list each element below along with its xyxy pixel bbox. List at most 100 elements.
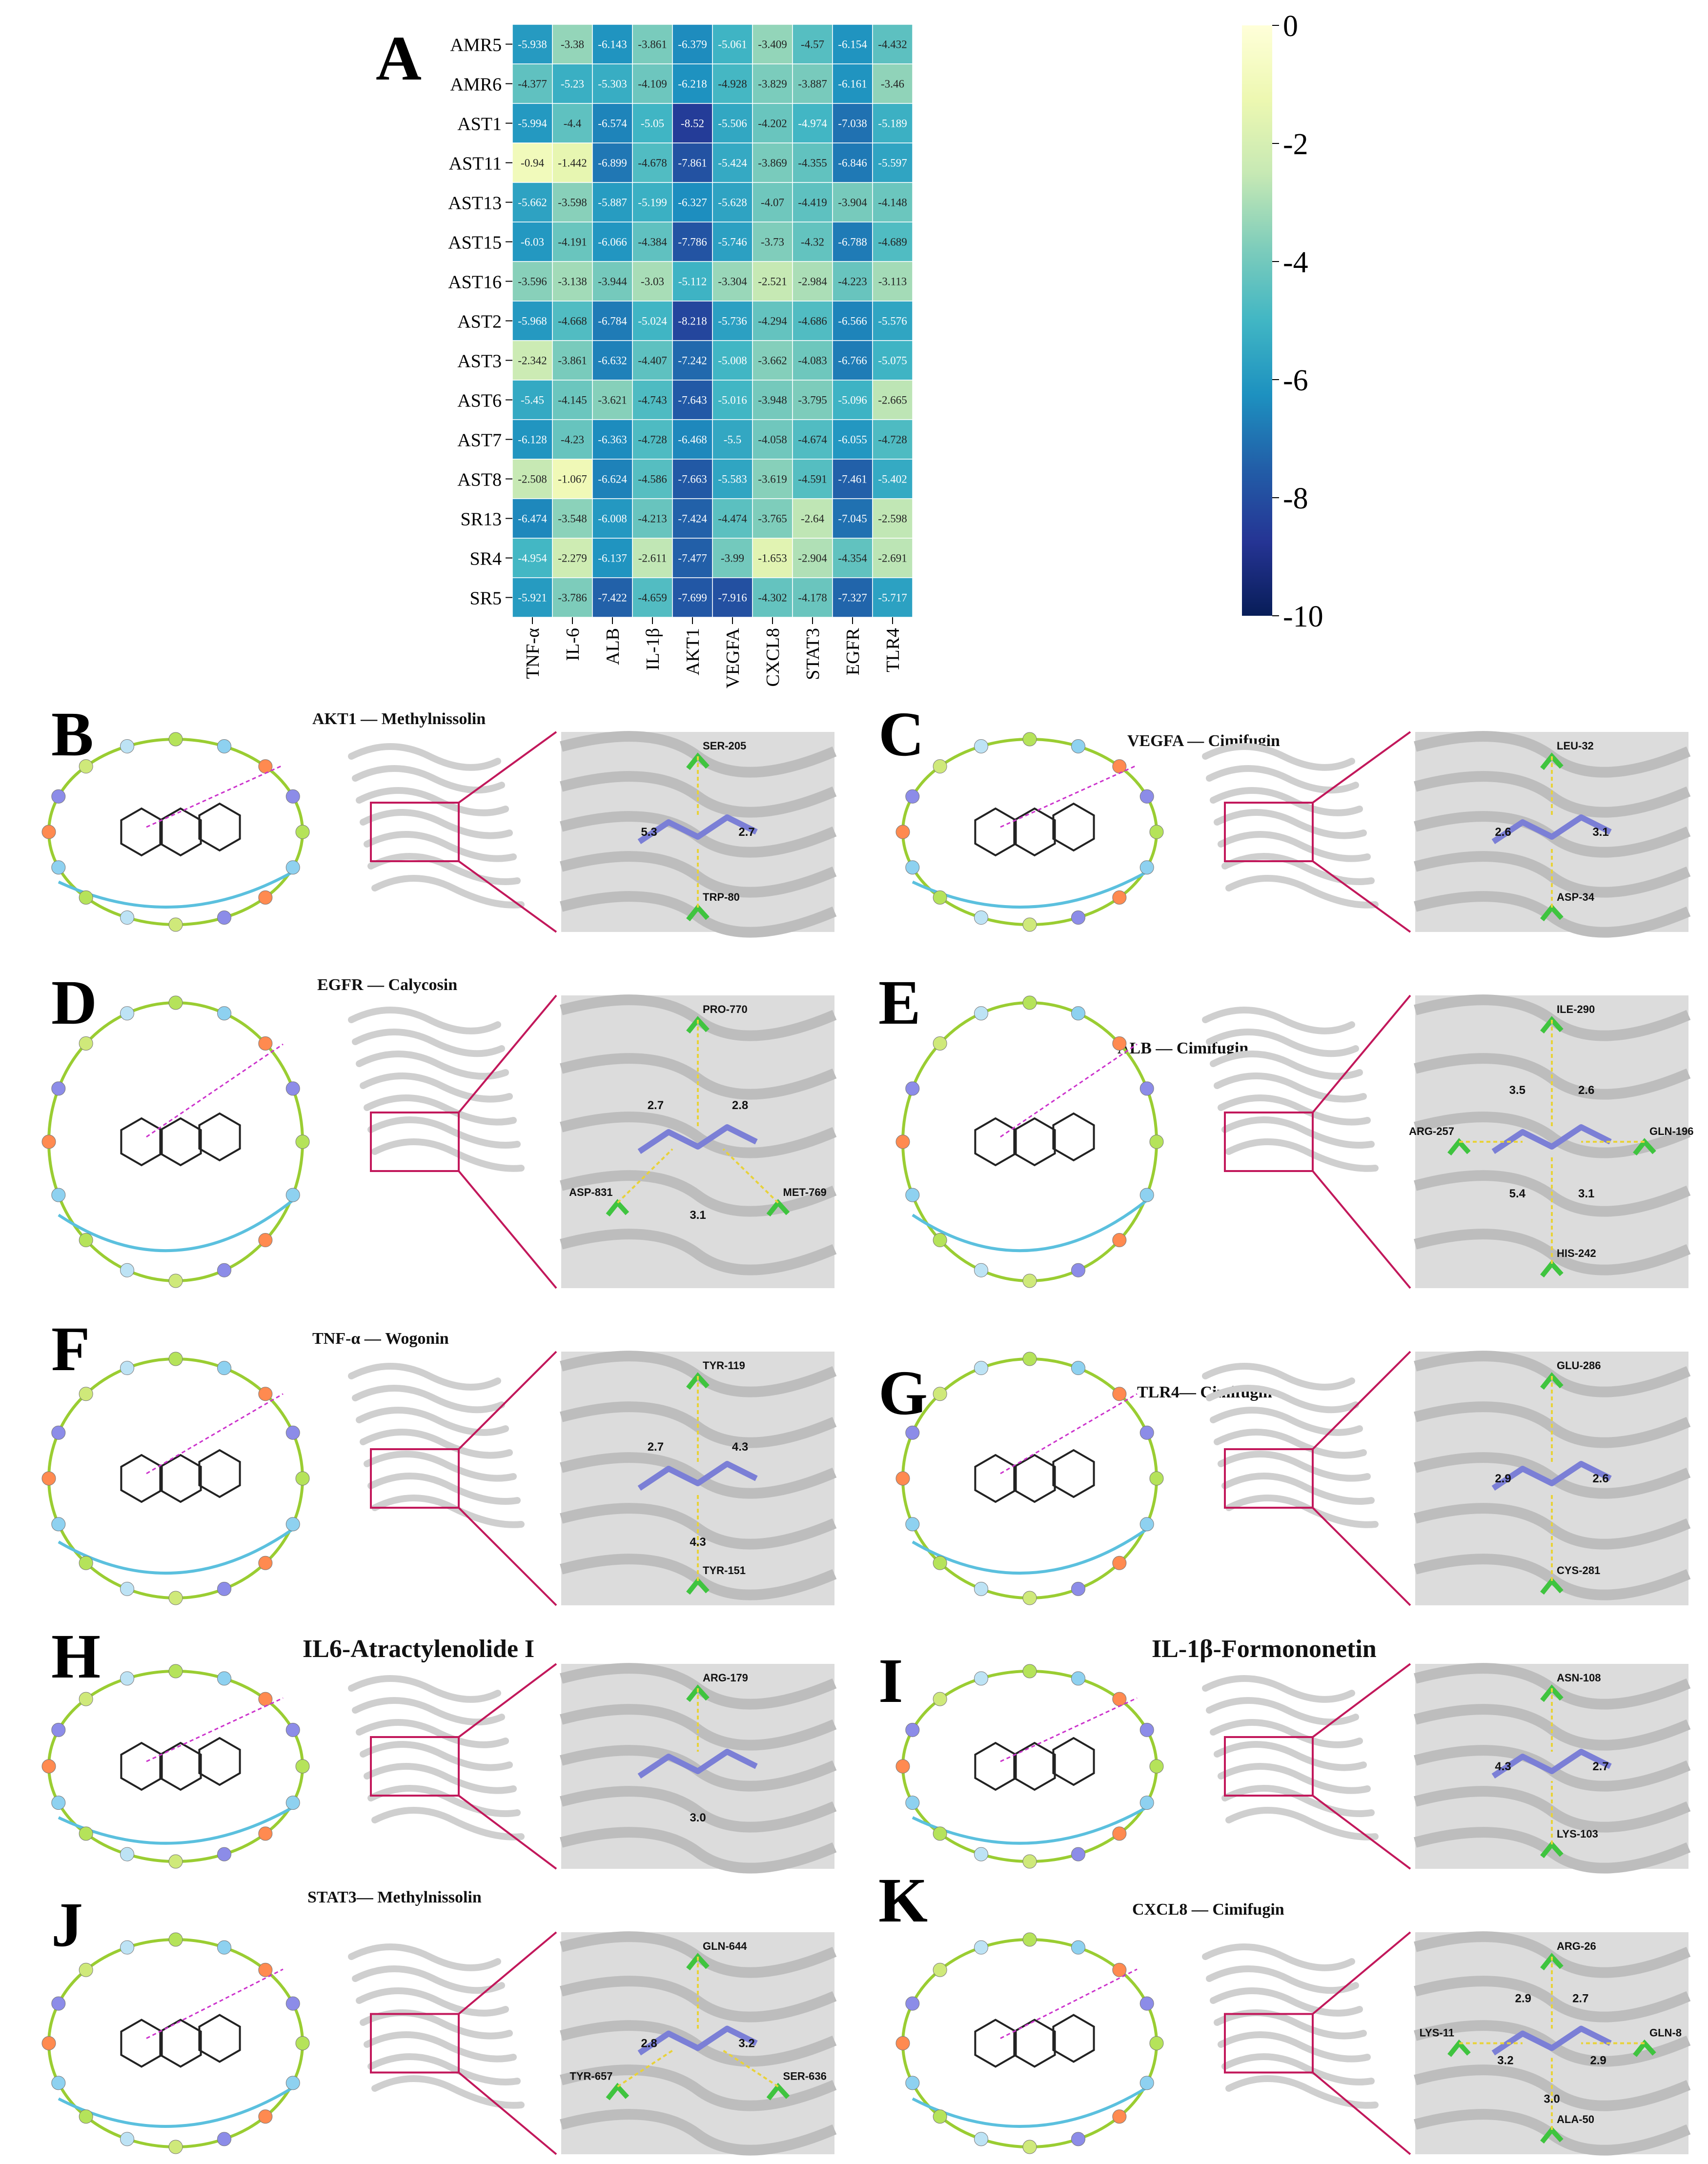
residue-bubble [1112,759,1127,774]
cell-value-label: -6.128 [518,434,547,446]
ligand-ring [1052,802,1095,852]
residue-bubble [1112,1556,1127,1570]
residue-bubble [1149,825,1164,839]
heatmap-cell [832,301,873,341]
heatmap-cell [752,419,793,460]
residue-bubble [51,789,66,804]
ligand-ring [120,1117,163,1167]
heatmap-cell [792,142,833,183]
residue-bubble [285,1081,300,1096]
ligand-sticks [1491,1461,1612,1491]
residue-bubble [79,1387,93,1401]
cell-value-label: -6.899 [598,157,627,169]
zoom-line [458,1507,557,1606]
ligand-ring [974,1741,1017,1791]
cell-value-label: -7.916 [718,592,747,604]
cell-value-label: -5.921 [518,592,547,604]
detail-ribbon [560,1827,837,1874]
cell-value-label: -5.303 [598,78,627,90]
heatmap-cell [792,261,833,302]
protein-ribbon [1210,1987,1363,2017]
residue-bubble [120,739,135,753]
cell-value-label: -7.477 [678,552,707,565]
residue-label: TRP-80 [703,891,740,903]
cell-value-label: -3.765 [758,513,787,525]
cell-value-label: -6.008 [598,513,627,525]
residue-bubble [895,1134,910,1149]
cell-value-label: -4.586 [638,473,667,485]
row-label: AMR6 [450,75,502,95]
row-label: AST3 [457,351,502,372]
hbond-line [146,1393,284,1475]
cell-value-label: -2.598 [878,513,907,525]
residue-bubble [974,1847,989,1861]
residue-bubble [168,732,183,747]
panel-title-i: IL-1β-Formononetin [1152,1635,1377,1663]
solvent-exposure-line [58,1199,294,1253]
heatmap-cell [712,340,753,381]
cell-value-label: -5.05 [641,118,664,130]
ligand-ring [974,1454,1017,1503]
detail-ribbon [1414,1452,1691,1499]
cell-value-label: -5.576 [878,315,907,327]
residue-bubble [974,739,989,753]
distance-label: 3.1 [690,1209,706,1222]
cell-value-label: -4.145 [558,394,587,406]
residue-bubble [1149,2036,1164,2050]
panel-letter-h: H [51,1621,101,1692]
cell-value-label: -3.113 [878,276,907,288]
residue-bubble [905,1517,920,1532]
protein-ribbon [348,1675,501,1703]
residue-bubble [905,1722,920,1737]
residue-bubble [974,1940,989,1955]
cell-value-label: -7.038 [838,118,867,130]
residue-bubble [1071,1671,1085,1686]
heatmap-cell [592,103,633,143]
cell-value-label: -6.161 [838,78,867,90]
protein-ribbon [356,1051,509,1080]
panel-graphic-g: GLU-286 CYS-281 2.6 2.9 [895,1351,1691,1606]
column-label: AKT1 [683,628,703,675]
cell-value-label: -4.354 [838,552,867,565]
residue-bubble [51,1425,66,1440]
residue-bubble [933,1962,947,1977]
heatmap-cell [592,182,633,222]
cell-value-label: -5.008 [718,355,747,367]
heatmap-cell [872,142,913,183]
cell-value-label: -7.327 [838,592,867,604]
cell-value-label: -7.643 [678,394,707,406]
column-label: VEGFA [723,627,743,688]
zoom-box [1224,1448,1314,1509]
cell-value-label: -5.887 [598,197,627,209]
cell-value-label: -3.99 [721,552,744,565]
residue-bubble [1071,1847,1085,1861]
distance-label: 2.7 [648,1440,664,1454]
residue-bubble [895,825,910,839]
residue-bubble [1139,1796,1154,1810]
protein-ribbon [1218,831,1371,862]
residue-bubble [258,1692,273,1706]
cell-value-label: -6.055 [838,434,867,446]
residue-bubble [1139,1996,1154,2011]
residue-bubble [295,2036,310,2050]
heatmap-cell [672,340,713,381]
ligand-sticks [637,814,758,844]
heatmap-cell [792,182,833,222]
zoom-box [370,1112,460,1172]
residue-bubble [41,1759,56,1774]
protein-ribbon [352,1965,505,1994]
protein-ribbon [364,1451,517,1482]
zoom-line [1312,1663,1411,1738]
cell-value-label: -4.668 [558,315,587,327]
ligand-ring [120,807,163,857]
residue-label: LYS-11 [1420,2027,1454,2039]
ligand-ring [198,1112,241,1162]
residue-label: SER-636 [783,2070,827,2082]
cell-value-label: -2.984 [798,276,827,288]
heatmap-cell [832,577,873,618]
zoom-line [1312,1795,1411,1870]
row-label: SR13 [461,509,502,530]
distance-label: 5.4 [1509,1187,1526,1200]
residue-bubble [905,1188,920,1202]
ligand-sticks [1491,1124,1612,1154]
